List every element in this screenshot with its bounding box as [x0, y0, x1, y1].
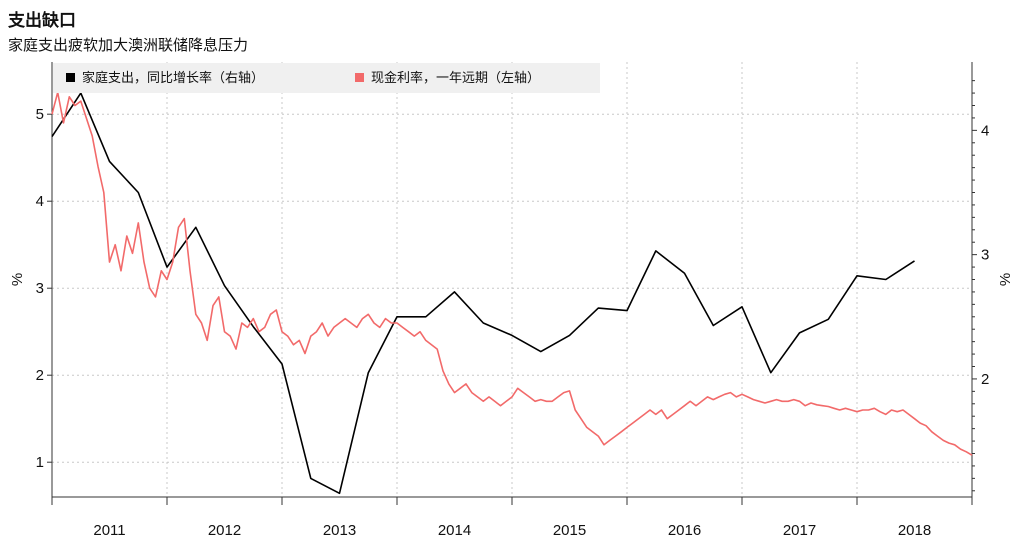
- left-tick-label: 2: [36, 367, 44, 384]
- right-tick-label: 2: [981, 371, 989, 388]
- x-tick-label: 2016: [668, 522, 701, 539]
- x-tick-label: 2018: [898, 522, 931, 539]
- series-line-cash-rate: [51, 91, 973, 456]
- right-axis-label: %: [997, 273, 1014, 286]
- x-tick-label: 2015: [553, 522, 586, 539]
- legend-swatch: [66, 73, 75, 82]
- series-line-household-spending: [51, 92, 915, 495]
- left-tick-label: 3: [36, 280, 44, 297]
- left-tick-label: 1: [36, 454, 44, 471]
- left-axis-label: %: [9, 273, 26, 286]
- left-tick-label: 5: [36, 106, 44, 123]
- x-tick-label: 2017: [783, 522, 816, 539]
- chart-title: 支出缺口: [8, 11, 76, 31]
- x-tick-label: 2014: [438, 522, 471, 539]
- right-tick-label: 4: [981, 122, 989, 139]
- legend-label: 现金利率，一年远期（左轴）: [371, 70, 540, 86]
- x-tick-label: 2012: [208, 522, 241, 539]
- legend-swatch: [355, 73, 364, 82]
- x-tick-label: 2013: [323, 522, 356, 539]
- legend-label: 家庭支出，同比增长率（右轴）: [82, 70, 264, 86]
- x-tick-label: 2011: [93, 522, 125, 539]
- left-tick-label: 4: [36, 193, 44, 210]
- right-tick-label: 3: [981, 247, 989, 264]
- chart-subtitle: 家庭支出疲软加大澳洲联储降息压力: [8, 36, 249, 54]
- legend-box: [53, 63, 600, 93]
